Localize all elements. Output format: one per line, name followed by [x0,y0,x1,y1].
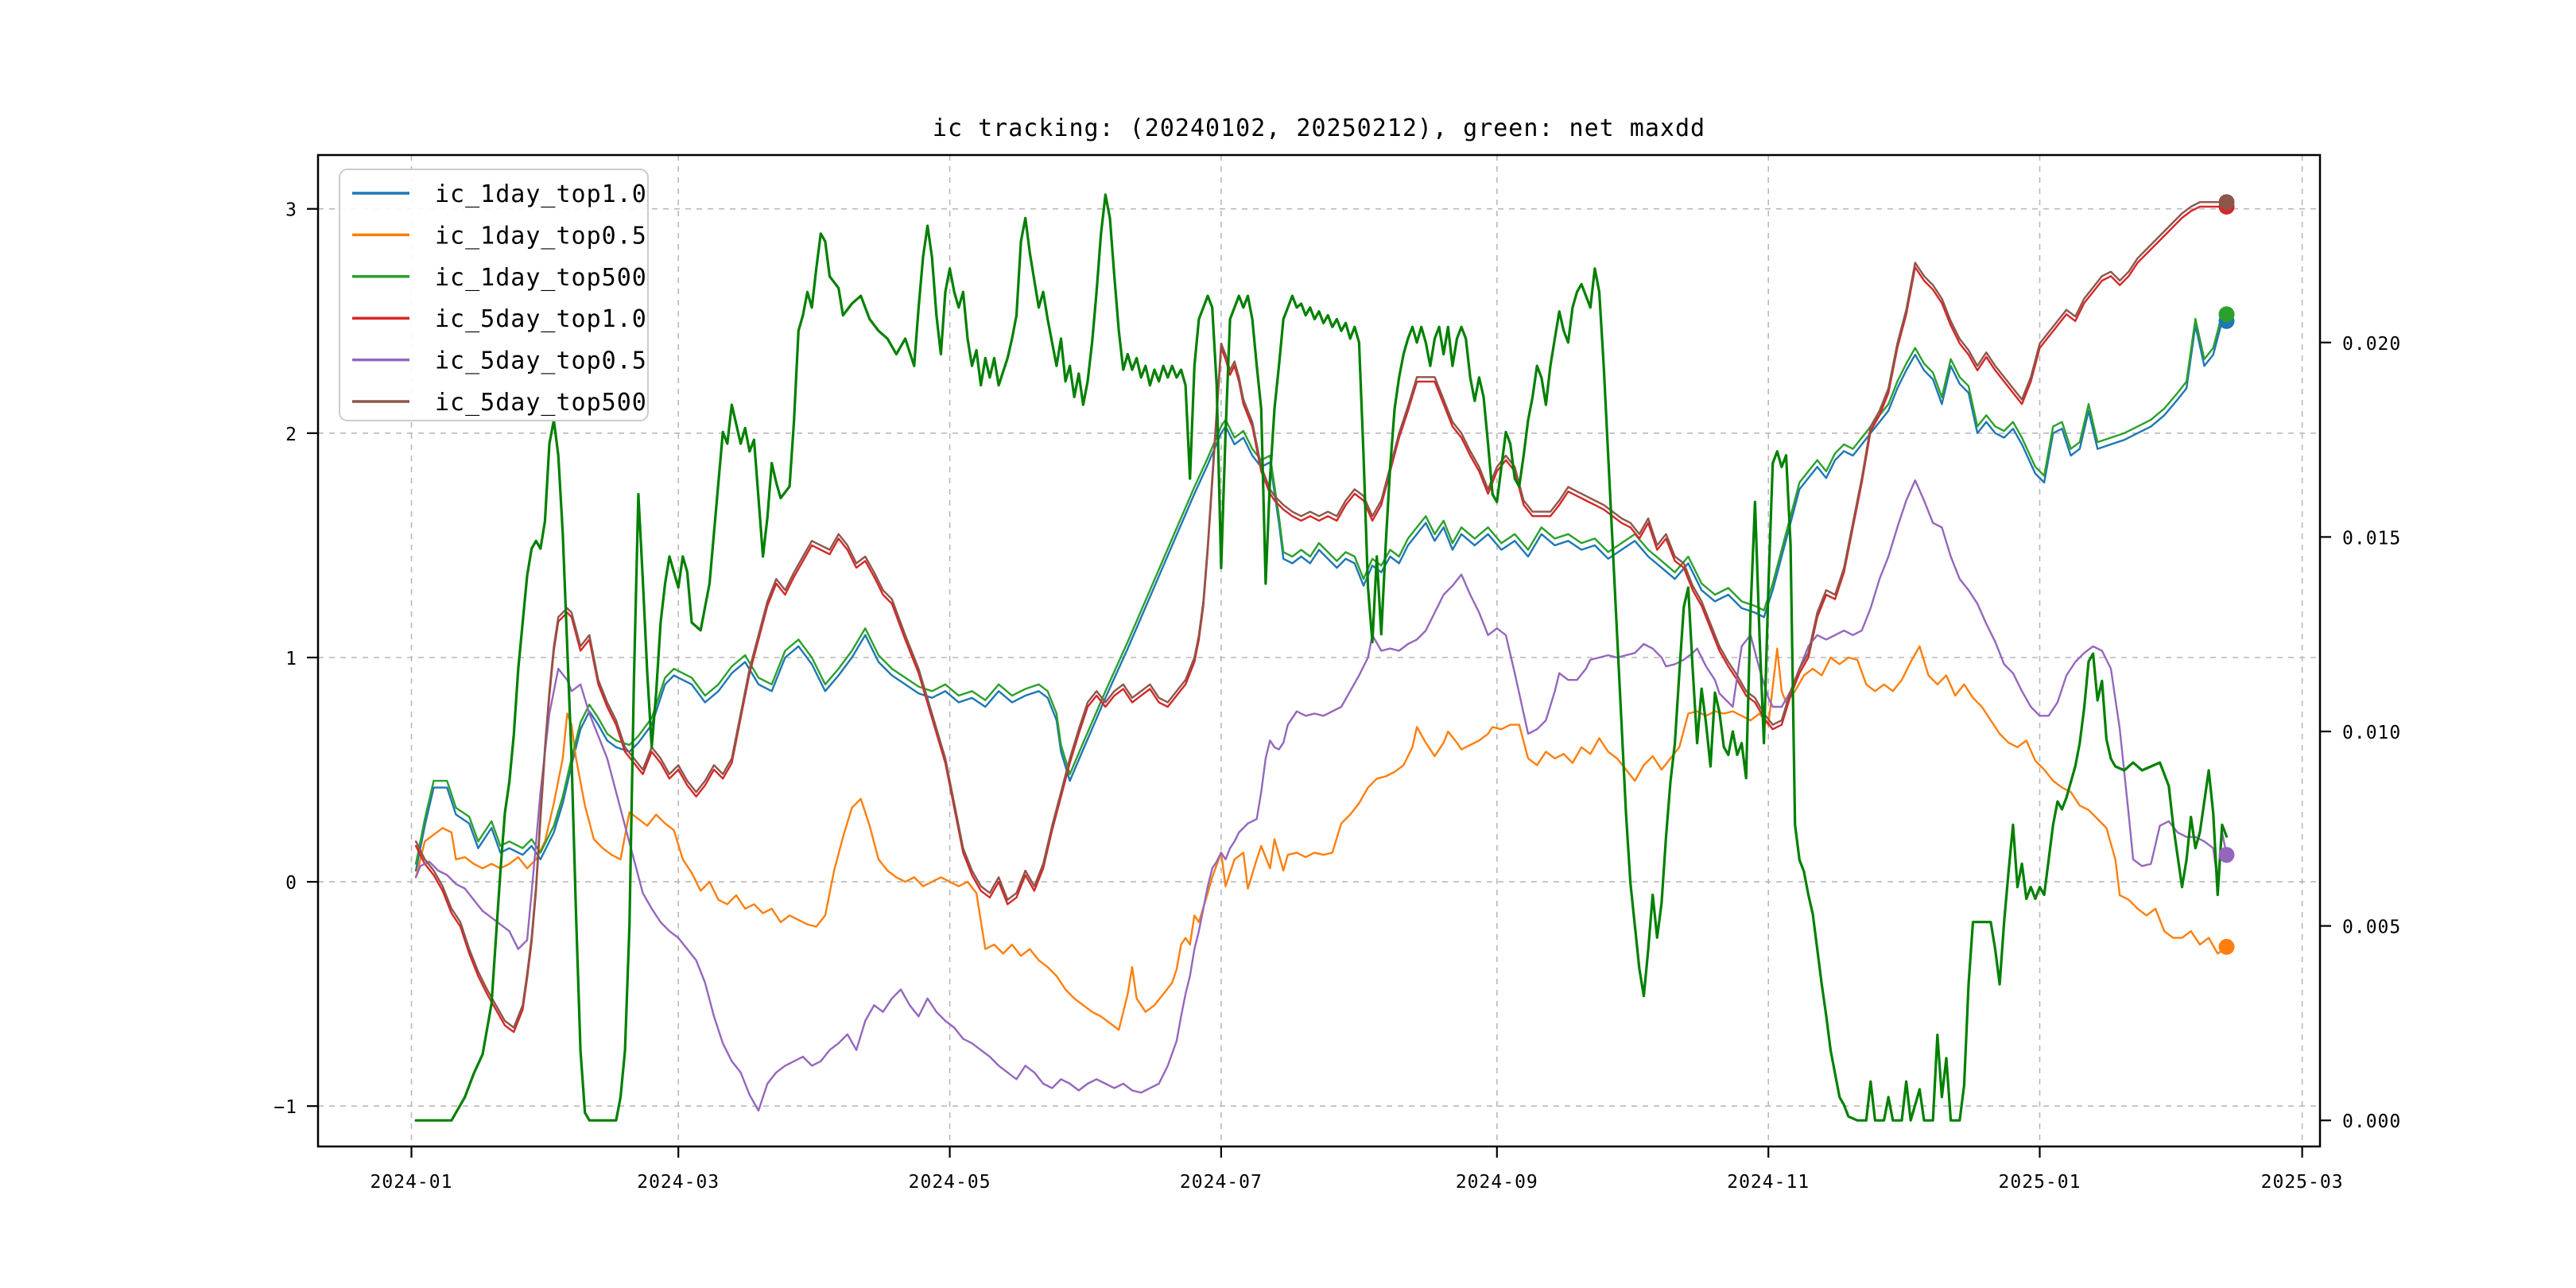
end-dot-ic_5day_top0.5 [2218,847,2235,863]
end-dot-ic_1day_top0.5 [2218,938,2235,955]
y-left-tick-label: 3 [285,200,297,221]
chart-title: ic tracking: (20240102, 20250212), green… [932,114,1706,142]
x-tick-label: 2025-01 [1999,1172,2081,1193]
legend-label-ic_5day_top500: ic_5day_top500 [435,389,647,417]
series-line-ic_1day_top1.0 [414,320,2228,872]
series-line-ic_5day_top0.5 [414,479,2228,1112]
x-tick-label: 2024-05 [909,1172,991,1193]
y-left-tick-label: 2 [285,425,297,445]
y-right-tick-label: 0.020 [2342,334,2401,355]
x-tick-label: 2024-11 [1727,1172,1810,1193]
plot-border [316,153,2322,1148]
y-right-tick-label: 0.005 [2342,918,2401,938]
x-tick-label: 2024-03 [637,1172,720,1193]
y-right-tick-label: 0.010 [2342,723,2401,743]
legend-label-ic_5day_top0.5: ic_5day_top0.5 [435,347,647,375]
y-left-tick-label: 0 [285,873,297,894]
end-dot-ic_1day_top500 [2218,306,2235,323]
legend-label-ic_1day_top1.0: ic_1day_top1.0 [435,180,647,208]
y-left-tick-label: 1 [285,649,297,669]
series-line-ic_5day_top500 [414,200,2228,1029]
x-tick-label: 2024-07 [1180,1172,1263,1193]
x-tick-label: 2024-09 [1456,1172,1538,1193]
series-line-net_maxdd [414,193,2229,1122]
legend-box [339,169,649,421]
end-dot-ic_5day_top500 [2218,194,2235,211]
series-line-ic_1day_top0.5 [414,645,2228,1031]
y-left-tick-label: −1 [274,1097,297,1118]
x-tick-label: 2025-03 [2261,1172,2344,1193]
x-tick-label: 2024-01 [370,1172,453,1193]
legend-label-ic_5day_top1.0: ic_5day_top1.0 [435,305,647,333]
y-right-tick-label: 0.000 [2342,1111,2401,1132]
legend-label-ic_1day_top0.5: ic_1day_top0.5 [435,222,647,250]
legend-label-ic_1day_top500: ic_1day_top500 [435,264,647,292]
y-right-tick-label: 0.015 [2342,528,2401,549]
